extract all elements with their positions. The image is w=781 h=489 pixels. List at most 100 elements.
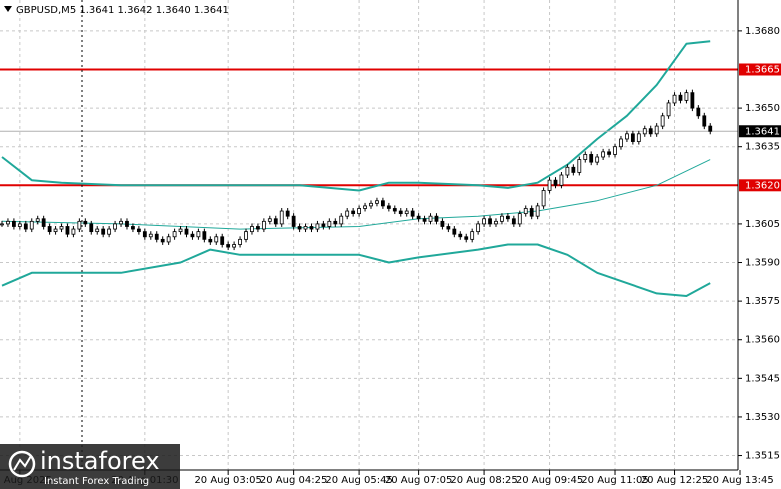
candle <box>601 151 606 158</box>
candle <box>238 238 242 245</box>
candle <box>65 226 70 235</box>
candle <box>303 226 308 230</box>
candle <box>595 156 600 163</box>
y-tick-label: 1.3590 <box>745 258 780 269</box>
price-label-box <box>739 125 781 138</box>
candle <box>273 218 278 225</box>
candle <box>12 220 16 227</box>
candle <box>23 223 28 230</box>
candle <box>178 228 183 233</box>
candle <box>47 226 52 233</box>
candle <box>357 208 361 215</box>
candle <box>77 220 82 230</box>
candle <box>315 223 320 230</box>
y-tick-label: 1.3680 <box>745 26 780 37</box>
candle <box>625 133 629 140</box>
price-label: 1.3641 <box>745 126 780 137</box>
candle <box>59 226 64 230</box>
candle <box>256 226 260 230</box>
grid <box>0 0 738 470</box>
candle <box>29 220 34 230</box>
candle <box>184 228 189 235</box>
candle <box>440 220 445 227</box>
candle <box>511 218 516 225</box>
candle <box>452 228 457 235</box>
y-tick-label: 1.3575 <box>745 296 780 307</box>
candle <box>583 154 588 160</box>
candle <box>53 228 58 233</box>
candle <box>666 102 671 117</box>
candle <box>166 236 171 243</box>
candle <box>702 115 707 127</box>
candle <box>488 218 492 225</box>
menu-arrow <box>4 6 12 12</box>
candle <box>470 231 475 240</box>
watermark-box <box>0 444 180 489</box>
candle <box>607 151 611 155</box>
candle <box>220 236 225 245</box>
candle <box>297 226 302 230</box>
candle <box>172 231 177 238</box>
candle <box>35 218 40 222</box>
candle <box>208 238 213 243</box>
candle <box>630 133 635 142</box>
candle <box>339 215 344 225</box>
candle <box>648 128 653 135</box>
x-tick-label: 20 Aug 08:25 <box>450 475 517 486</box>
candle <box>636 133 641 142</box>
x-tick-label: 20 Aug 09:45 <box>516 475 583 486</box>
candle <box>392 208 397 212</box>
candle <box>410 210 415 217</box>
y-tick-label: 1.3560 <box>745 335 780 346</box>
candle <box>494 220 498 225</box>
watermark-brand: instaforex <box>40 447 160 475</box>
candle <box>125 220 129 227</box>
band-line <box>1 40 711 192</box>
candle <box>660 115 665 127</box>
chart-title: GBPUSD,M5 1.3641 1.3642 1.3640 1.3641 <box>16 5 229 16</box>
candle <box>446 226 451 230</box>
candle <box>381 200 385 207</box>
y-tick-label: 1.3605 <box>745 219 780 230</box>
candle <box>482 218 486 225</box>
candle <box>386 205 391 209</box>
candle <box>672 94 677 104</box>
candle <box>95 228 100 233</box>
candle <box>363 205 367 209</box>
candle <box>404 210 409 215</box>
candle <box>309 226 314 230</box>
candle <box>202 231 207 240</box>
y-tick-label: 1.3635 <box>745 142 780 153</box>
candle <box>553 179 558 186</box>
candle <box>654 125 659 135</box>
candle <box>41 218 46 227</box>
candle <box>422 218 427 222</box>
candle <box>160 238 165 243</box>
candle <box>589 154 594 163</box>
candle <box>375 200 379 204</box>
candle <box>708 125 713 132</box>
x-tick-label: 20 Aug 05:45 <box>325 475 392 486</box>
candle <box>476 223 481 233</box>
level-label: 1.3665 <box>745 64 780 75</box>
candle <box>0 223 4 226</box>
candle <box>369 202 373 207</box>
x-tick-label: 20 Aug 11:05 <box>581 475 648 486</box>
candle <box>345 210 350 217</box>
candle <box>17 223 22 227</box>
candle <box>517 213 522 225</box>
level-label-box <box>739 179 781 192</box>
candle <box>321 223 326 227</box>
candle <box>232 244 237 248</box>
candle <box>83 220 88 225</box>
candle <box>71 228 76 235</box>
candle <box>500 215 504 222</box>
candle <box>142 231 147 238</box>
candle <box>107 228 112 235</box>
candle <box>327 220 332 227</box>
watermark-logo <box>8 450 36 478</box>
y-tick-label: 1.3530 <box>745 412 780 423</box>
